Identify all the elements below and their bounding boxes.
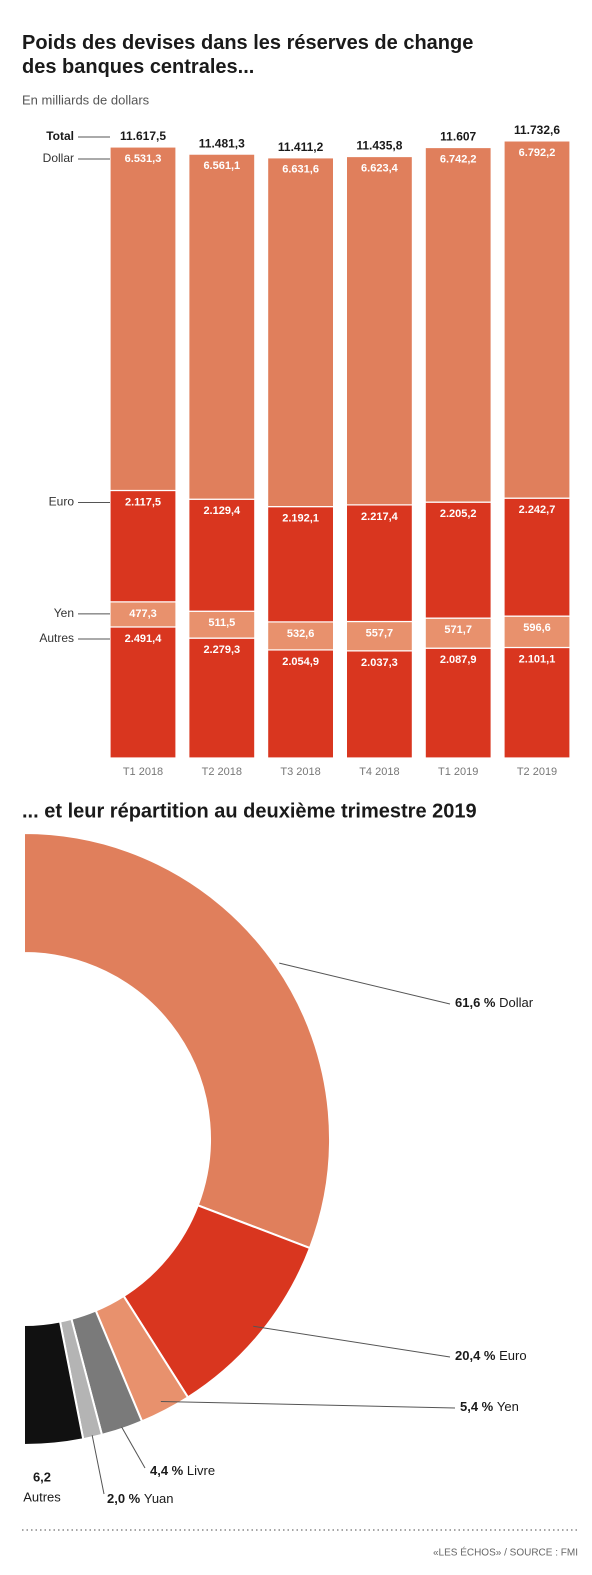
bar-segment xyxy=(109,626,177,759)
category-label: Euro xyxy=(499,1348,526,1363)
x-tick-label: T1 2019 xyxy=(438,766,478,778)
data-label: 532,6 xyxy=(287,628,315,640)
category-label: Livre xyxy=(187,1463,215,1478)
bar-segment xyxy=(345,504,413,623)
source: «LES ÉCHOS» / SOURCE : FMI xyxy=(433,1546,578,1559)
donut-segment xyxy=(23,831,331,1250)
x-tick-label: T2 2018 xyxy=(202,766,242,778)
bar-segment xyxy=(188,153,256,500)
x-tick-label: T2 2019 xyxy=(517,766,557,778)
total-label: 11.732,6 xyxy=(514,123,560,137)
bar-segment xyxy=(503,646,571,759)
total-label: 11.607 xyxy=(440,130,476,144)
x-tick-label: T1 2018 xyxy=(123,766,163,778)
data-label: 511,5 xyxy=(208,617,235,629)
data-label: 557,7 xyxy=(366,627,394,639)
data-label: 2.491,4 xyxy=(125,633,163,645)
leader-line xyxy=(253,1325,451,1358)
leader-line xyxy=(160,1400,456,1409)
data-label: 6.561,1 xyxy=(203,160,240,172)
data-label: 596,6 xyxy=(523,622,551,634)
data-label: 20,4 % Euro xyxy=(455,1348,527,1363)
bar-segment xyxy=(188,498,256,612)
data-label: 2.217,4 xyxy=(361,511,399,523)
x-tick-label: T4 2018 xyxy=(359,766,399,778)
value-label: 61,6 % xyxy=(455,995,496,1010)
total-label: 11.435,8 xyxy=(356,139,402,153)
bar-segment xyxy=(503,140,571,499)
value-label: 2,0 % xyxy=(107,1491,141,1506)
data-label: 477,3 xyxy=(129,608,157,620)
data-label: 6.742,2 xyxy=(440,153,477,165)
chart-title: ... et leur répartition au deuxième trim… xyxy=(22,800,477,822)
data-label: 2.087,9 xyxy=(440,654,477,666)
leader-line xyxy=(279,962,451,1005)
value-label: 20,4 % xyxy=(455,1348,496,1363)
value-label: 5,4 % xyxy=(460,1399,494,1414)
bar-segment xyxy=(267,157,335,508)
total-name: Total xyxy=(46,129,74,143)
bar-segment xyxy=(503,615,571,649)
legend-label: Autres xyxy=(39,631,74,645)
bar-segment xyxy=(503,497,571,617)
data-label: 2.279,3 xyxy=(203,644,240,656)
data-label: 4,4 % Livre xyxy=(150,1463,215,1478)
bar-segment xyxy=(345,155,413,506)
data-label: 2,0 % Yuan xyxy=(107,1491,174,1506)
data-label: 5,4 % Yen xyxy=(460,1399,519,1414)
data-label: 2.205,2 xyxy=(440,508,477,520)
value-label: 6,2 xyxy=(33,1469,51,1484)
x-tick-label: T3 2018 xyxy=(280,766,320,778)
leader-line xyxy=(121,1426,146,1469)
data-label: 6.531,3 xyxy=(125,153,162,165)
bar-segment xyxy=(424,501,492,619)
data-label: 6.792,2 xyxy=(519,147,556,159)
bar-segment xyxy=(188,610,256,639)
data-label: 2.242,7 xyxy=(519,504,556,516)
data-label: 2.117,5 xyxy=(125,496,161,508)
category-label: Yen xyxy=(497,1399,519,1414)
data-label: 2.129,4 xyxy=(203,505,241,517)
legend-label: Yen xyxy=(54,606,74,620)
category-label: Yuan xyxy=(144,1491,174,1506)
data-label: 61,6 % Dollar xyxy=(455,995,534,1010)
leader-line xyxy=(91,1435,105,1495)
category-label: Dollar xyxy=(499,995,534,1010)
data-label: 2.037,3 xyxy=(361,657,398,669)
bar-segment xyxy=(424,647,492,759)
donut-segment xyxy=(23,1320,85,1447)
bar-segment xyxy=(267,506,335,623)
total-label: 11.617,5 xyxy=(120,129,166,143)
data-label: 2.054,9 xyxy=(282,656,319,668)
bar-segment xyxy=(345,620,413,652)
bar-segment xyxy=(109,146,177,492)
total-label: 11.481,3 xyxy=(199,136,245,150)
chart-subtitle: En milliards de dollars xyxy=(22,92,150,107)
data-label: 6.623,4 xyxy=(361,162,399,174)
total-label: 11.411,2 xyxy=(278,140,324,154)
data-label: 571,7 xyxy=(444,624,472,636)
bar-segment xyxy=(109,489,177,603)
category-label: Autres xyxy=(23,1489,61,1504)
data-label: 2.192,1 xyxy=(282,513,319,525)
bar-segment xyxy=(267,649,335,759)
data-label: 6.631,6 xyxy=(282,164,319,176)
data-label: 2.101,1 xyxy=(519,653,556,665)
legend-label: Euro xyxy=(49,495,75,509)
value-label: 4,4 % xyxy=(150,1463,184,1478)
bar-segment xyxy=(188,637,256,759)
bar-segment xyxy=(424,146,492,503)
chart-title: Poids des devises dans les réserves de c… xyxy=(22,32,473,78)
legend-label: Dollar xyxy=(43,151,74,165)
